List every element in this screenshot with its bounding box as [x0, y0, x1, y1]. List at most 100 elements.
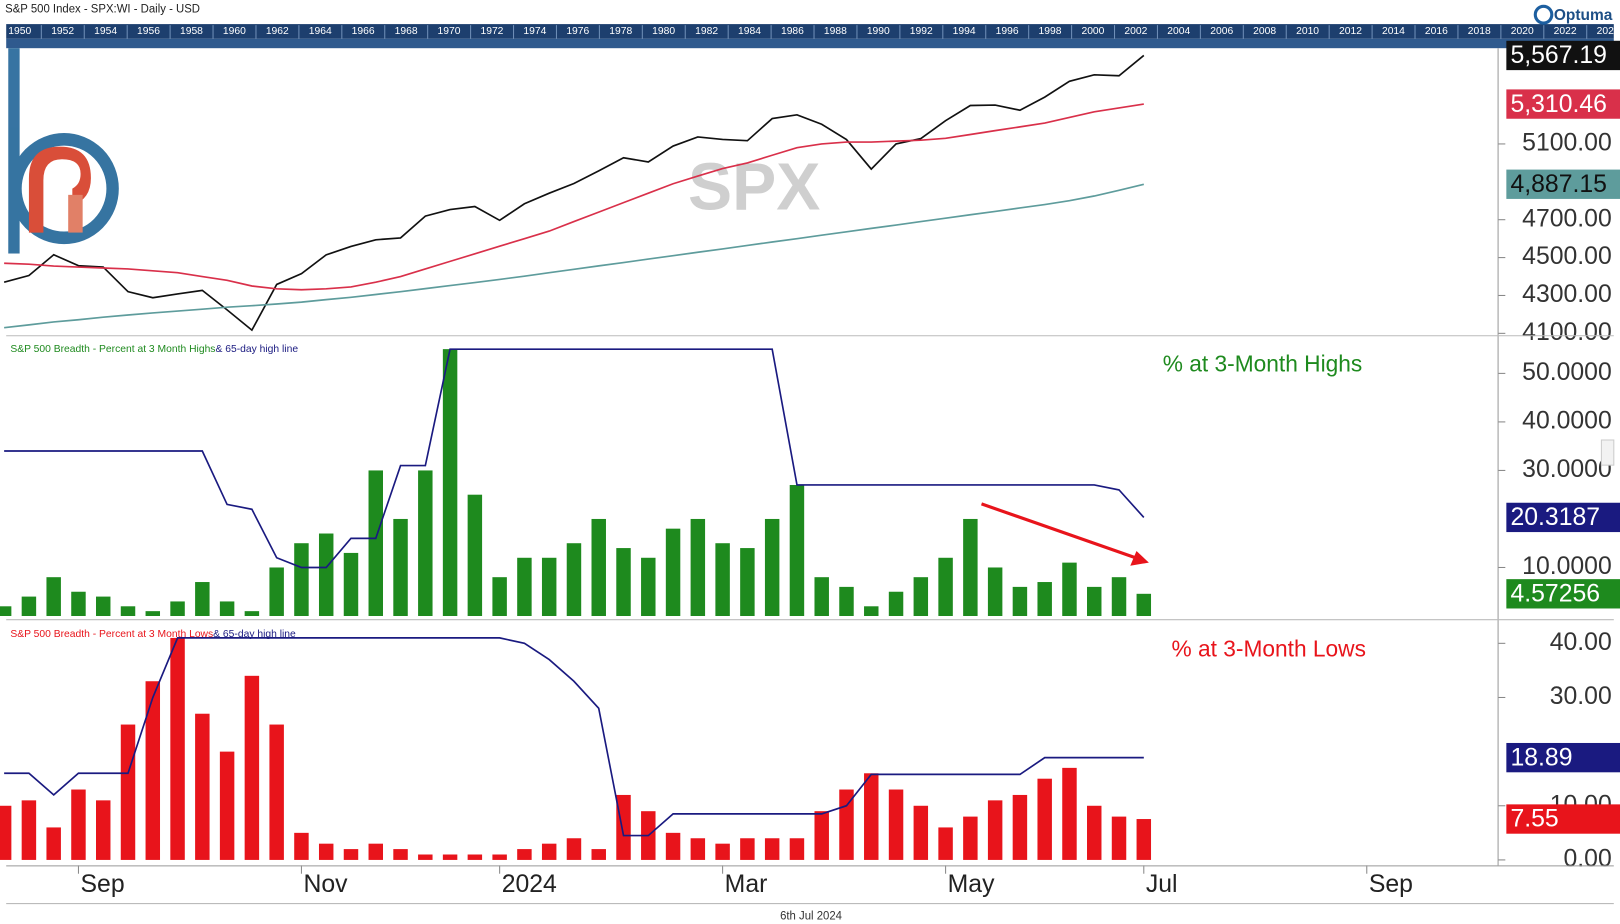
bar — [764, 518, 780, 616]
bar — [864, 606, 879, 616]
bar — [368, 470, 383, 616]
logo-mark — [68, 194, 83, 233]
bar — [120, 606, 136, 616]
year-labels: 1950 1952 1954 1956 1958 1960 1962 1964 1966 1968… — [8, 25, 1620, 39]
brand-name: Optuma — [1554, 7, 1613, 24]
year-label: 2012 — [1339, 26, 1362, 37]
bar — [21, 596, 37, 616]
scroll-handle[interactable] — [1600, 439, 1615, 466]
year-label: 2016 — [1425, 26, 1448, 37]
year-label: 1982 — [695, 26, 718, 37]
value-tag-label: 4,887.15 — [1510, 170, 1606, 198]
bar — [219, 601, 235, 616]
year-label: 1958 — [180, 26, 203, 37]
line — [3, 54, 1145, 332]
value-tag-label: 4.57256 — [1510, 579, 1600, 607]
year-label: 2018 — [1468, 26, 1491, 37]
bar — [690, 838, 706, 860]
trend-arrow — [981, 502, 1149, 566]
logo-ring — [9, 133, 119, 245]
bar — [269, 724, 284, 860]
value-tag-label: 5,310.46 — [1510, 90, 1606, 118]
x-tick-label: Sep — [81, 870, 125, 898]
bar — [740, 838, 755, 860]
bar — [71, 789, 86, 860]
bar — [566, 838, 582, 860]
year-label: 2022 — [1554, 26, 1577, 37]
bar — [492, 854, 507, 860]
bar — [715, 543, 730, 616]
left-logo — [8, 48, 119, 254]
bar — [219, 751, 235, 860]
bar — [616, 548, 631, 616]
bar — [938, 827, 953, 860]
year-label: 2020 — [1511, 26, 1534, 37]
value-tag-label: 5,567.19 — [1510, 41, 1606, 69]
arrow-shaft — [981, 502, 1135, 559]
bar — [269, 567, 284, 616]
year-label: 1986 — [781, 26, 804, 37]
year-label: 1960 — [223, 26, 246, 37]
bar — [963, 816, 978, 860]
bar — [492, 577, 507, 616]
year-label: 1974 — [523, 26, 546, 37]
y-tick-label: 5100.00 — [1522, 128, 1612, 156]
bar — [46, 577, 61, 616]
bar — [913, 577, 929, 616]
legend: S&P 500 Breadth - Percent at 3 Month Low… — [10, 629, 296, 640]
year-label: 1972 — [480, 26, 503, 37]
bar — [120, 724, 136, 860]
bar — [665, 528, 681, 616]
x-tick-label: 2024 — [502, 870, 557, 898]
x-tick-label: Nov — [304, 870, 349, 898]
line — [4, 103, 1144, 291]
bar — [294, 832, 309, 860]
bar — [789, 838, 805, 860]
value-tag — [1506, 169, 1620, 199]
watermark: SPX — [688, 150, 820, 225]
bar — [0, 606, 12, 616]
bar — [170, 601, 185, 616]
bar — [442, 349, 458, 616]
bar — [517, 557, 532, 616]
bar — [170, 637, 185, 860]
value-tag-label: 18.89 — [1510, 743, 1572, 771]
bar — [393, 518, 408, 616]
year-label: 2002 — [1124, 26, 1147, 37]
bar — [145, 611, 161, 616]
legend: S&P 500 Breadth - Percent at 3 Month Hig… — [10, 344, 298, 355]
bar — [46, 827, 61, 860]
year-label: 2008 — [1253, 26, 1276, 37]
plot-area: 4100.00 4300.00 4500.00 4700.00 5100.00 SPX 5,… — [0, 40, 1620, 898]
x-tick-label: Mar — [725, 870, 768, 898]
bar — [21, 800, 37, 860]
bar — [987, 567, 1003, 616]
bar — [418, 470, 433, 616]
bar — [145, 681, 161, 860]
bar — [195, 713, 210, 860]
bar — [591, 849, 606, 860]
bar — [393, 849, 408, 860]
value-tag-label: 7.55 — [1510, 805, 1558, 833]
bar — [294, 543, 309, 616]
year-label: 1956 — [137, 26, 160, 37]
y-tick-label: 4300.00 — [1522, 280, 1612, 308]
legend-entry: & 65-day high line — [215, 344, 298, 355]
bar — [839, 586, 854, 616]
line — [4, 183, 1145, 329]
bar — [343, 849, 359, 860]
year-label: 1976 — [566, 26, 589, 37]
legend-entry: S&P 500 Breadth - Percent at 3 Month Low… — [10, 629, 213, 640]
bar — [1037, 582, 1052, 616]
value-tag — [1506, 502, 1620, 533]
year-label: 1950 — [8, 26, 31, 37]
bar — [1087, 805, 1102, 860]
year-label: 1992 — [910, 26, 933, 37]
year-label: 1954 — [94, 26, 117, 37]
bar — [96, 800, 111, 860]
arrow-head — [1130, 551, 1149, 566]
logo-mark — [28, 146, 91, 233]
year-label: 1998 — [1039, 26, 1062, 37]
